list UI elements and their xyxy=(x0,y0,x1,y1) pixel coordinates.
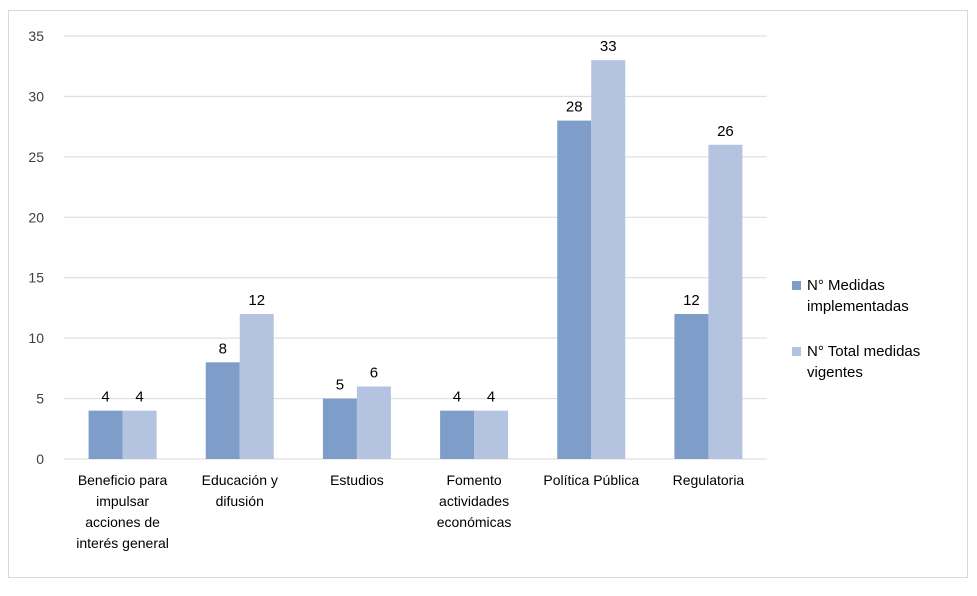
legend-swatch xyxy=(792,281,801,290)
x-category-label: Beneficio para impulsar acciones de interés… xyxy=(76,472,169,551)
bar-series-2-cat-2 xyxy=(239,313,274,459)
chart-frame: 4 8 5 4 28 12 4 12 6 4 33 26 0 5 10 15 20 25 30 35 Benefici… xyxy=(8,10,968,578)
y-tick-label: 35 xyxy=(28,28,44,44)
bar-series-1-cat-6 xyxy=(674,313,709,459)
bar-data-label: 4 xyxy=(487,389,495,406)
y-tick-label: 20 xyxy=(28,209,44,225)
y-tick-label: 0 xyxy=(36,451,44,467)
bar-series-2-cat-3 xyxy=(356,386,391,459)
bar-data-label: 4 xyxy=(101,389,109,406)
bar-series-1-cat-3 xyxy=(322,398,357,459)
bar-data-label: 6 xyxy=(370,364,378,381)
bar-series-1-cat-5 xyxy=(557,120,592,459)
bar-series-2-cat-1 xyxy=(122,410,157,459)
x-category-label: Estudios xyxy=(330,472,384,488)
x-category-label: Política Pública xyxy=(543,472,639,488)
legend-swatch xyxy=(792,347,801,356)
bar-series-1-cat-2 xyxy=(205,362,240,459)
x-category-label: Fomento actividades económicas xyxy=(437,472,512,530)
bar-data-label: 28 xyxy=(566,99,583,116)
bar-series-2-cat-4 xyxy=(474,410,509,459)
bar-data-label: 5 xyxy=(336,377,344,394)
bar-data-label: 8 xyxy=(219,340,227,357)
x-category-label: Educación y difusión xyxy=(202,472,278,509)
legend-label: N° Total medidas vigentes xyxy=(807,343,920,381)
bar-series-2-cat-6 xyxy=(708,144,743,459)
bar-data-label: 12 xyxy=(683,292,700,309)
bar-data-label: 12 xyxy=(248,292,265,309)
bar-series-1-cat-1 xyxy=(88,410,123,459)
bar-data-label: 33 xyxy=(600,38,617,55)
bar-data-label: 4 xyxy=(453,389,461,406)
y-tick-label: 15 xyxy=(28,270,44,286)
bar-data-label: 26 xyxy=(717,123,734,140)
bar-chart: 4 8 5 4 28 12 4 12 6 4 33 26 0 5 10 15 20 25 30 35 Benefici… xyxy=(28,28,920,551)
data-labels: 4 8 5 4 28 12 4 12 6 4 33 26 xyxy=(101,38,733,405)
bars xyxy=(88,60,743,460)
legend: N° Medidas implementadas N° Total medidas v… xyxy=(792,277,920,381)
axis-labels: 0 5 10 15 20 25 30 35 Beneficio para impulsar acci… xyxy=(28,28,744,551)
y-tick-label: 5 xyxy=(36,391,44,407)
y-tick-label: 30 xyxy=(28,88,44,104)
gridlines xyxy=(64,35,767,460)
bar-series-2-cat-5 xyxy=(591,60,626,460)
y-tick-label: 10 xyxy=(28,330,44,346)
legend-label: N° Medidas implementadas xyxy=(807,277,909,315)
y-tick-label: 25 xyxy=(28,149,44,165)
bar-series-1-cat-4 xyxy=(440,410,475,459)
x-category-label: Regulatoria xyxy=(673,472,745,488)
bar-data-label: 4 xyxy=(135,389,143,406)
